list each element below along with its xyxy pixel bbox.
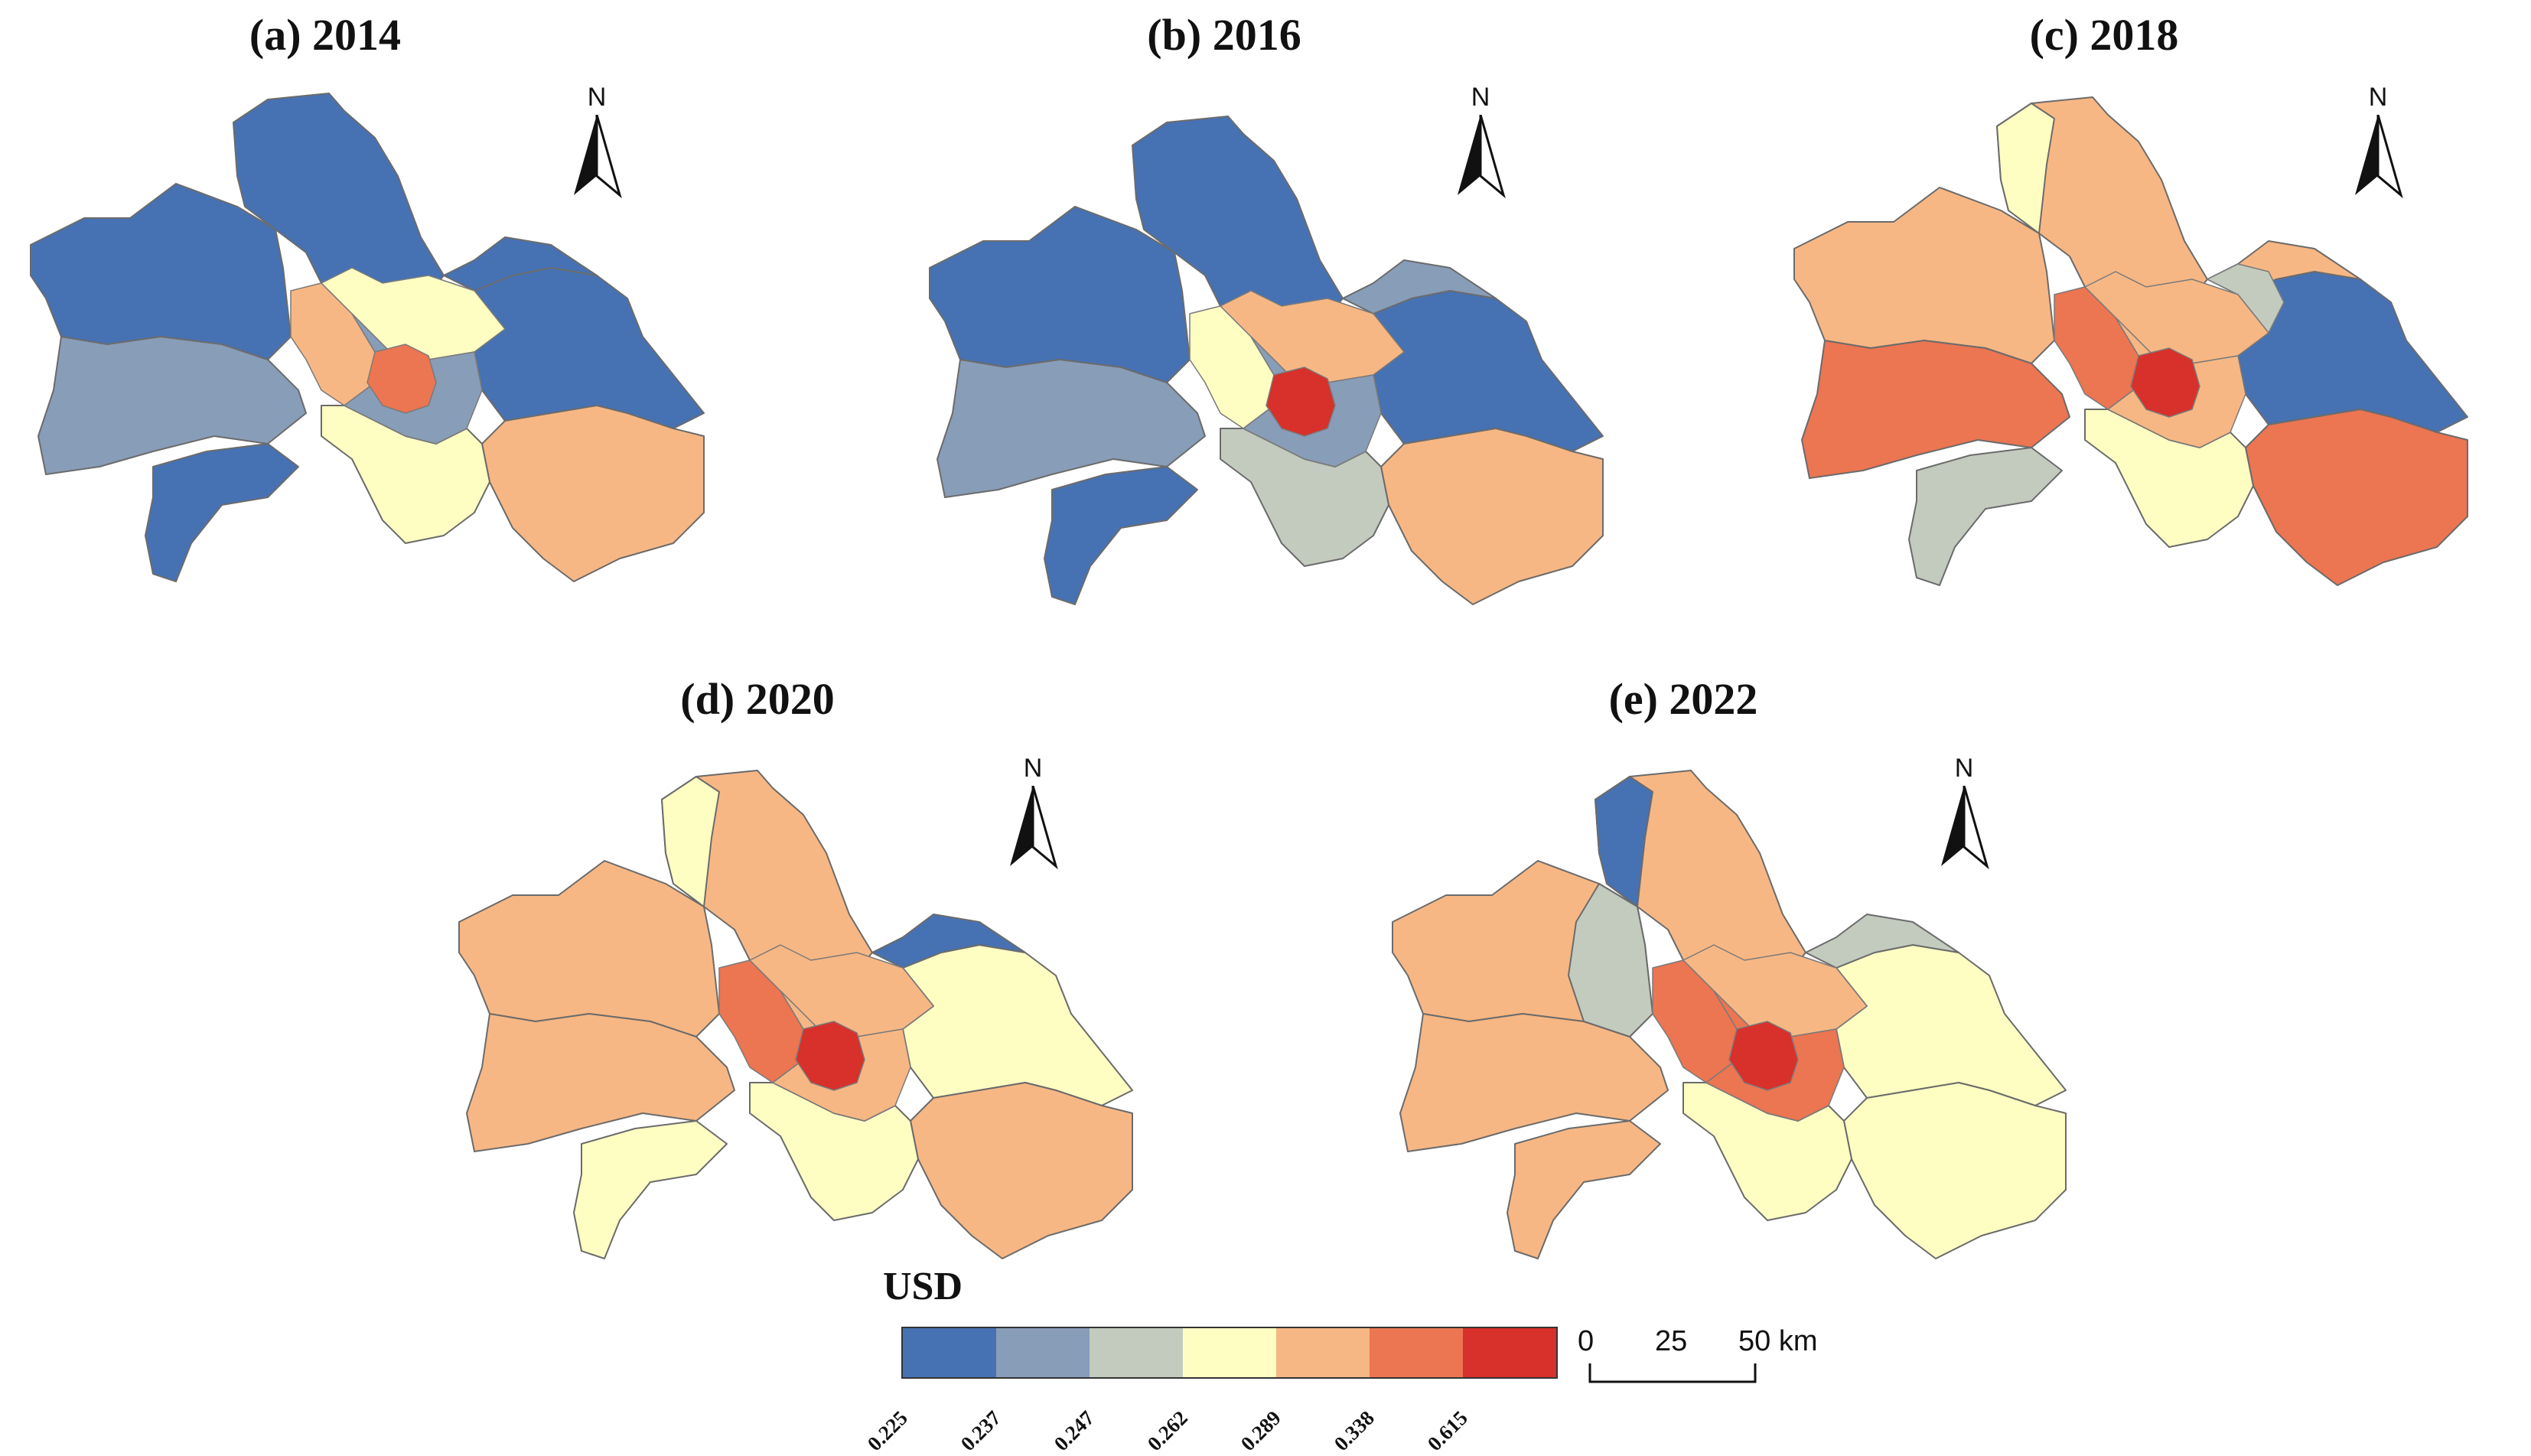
district-northwest [1996,103,2055,234]
north-arrow-label: N [2368,83,2388,112]
legend-tick-label: 0.615 [1422,1406,1472,1456]
district-northwest [661,776,720,907]
scale-label-25: 25 [1655,1325,1688,1357]
panel-title-b: (b) 2016 [1147,10,1301,60]
district-core [2130,347,2200,418]
district-core [366,344,437,414]
legend-title: USD [883,1265,963,1308]
district-west [1793,187,2055,364]
map-panel-d [458,770,1133,1259]
district-east [474,267,705,429]
district-northeast [1342,259,1497,314]
panel-title-c: (c) 2018 [2029,10,2179,60]
district-west-center [1568,883,1653,1037]
district-west [458,860,720,1037]
north-arrow-icon [1941,786,1989,870]
north-arrow-a: N [566,83,627,199]
district-core [795,1021,865,1091]
district-south-tip [1507,1120,1661,1259]
north-arrow-e: N [1933,754,1995,870]
panel-title-e: (e) 2022 [1608,674,1758,724]
district-west [929,206,1191,383]
legend-tick-label: 0.262 [1142,1406,1192,1456]
north-arrow-icon [1458,115,1506,199]
legend-tick-label: 0.289 [1236,1406,1285,1456]
legend-swatch [1370,1328,1463,1377]
district-south-tip [1908,447,2063,586]
scale-label-0: 0 [1578,1325,1594,1357]
legend-swatch [996,1328,1090,1377]
map-panel-c [1793,96,2468,586]
district-northeast [1805,914,1959,969]
north-arrow-c: N [2347,83,2409,199]
legend-tick-label: 0.247 [1049,1406,1099,1456]
district-west [30,183,292,360]
legend-tick-label: 0.225 [862,1406,912,1456]
legend-swatch [903,1328,996,1377]
district-northeast [443,236,598,292]
district-south-tip [1044,466,1198,605]
district-south-tip [145,443,299,582]
north-arrow-icon [2355,115,2403,199]
north-arrow-label: N [1471,83,1490,112]
north-arrow-label: N [1954,754,1974,783]
district-southeast [481,405,705,582]
district-south-tip [573,1120,728,1259]
north-arrow-label: N [1023,754,1043,783]
district-east [1373,290,1604,452]
panel-title-d: (d) 2020 [680,674,835,724]
legend-swatch [1183,1328,1276,1377]
scale-bar [1588,1363,1757,1383]
legend-tick-label: 0.338 [1329,1406,1379,1456]
legend-swatch [1276,1328,1370,1377]
north-arrow-icon [574,115,622,199]
legend-tick-label: 0.237 [956,1406,1005,1456]
panel-title-a: (a) 2014 [249,10,402,60]
district-southeast [910,1082,1133,1259]
north-arrow-icon [1010,786,1058,870]
district-southeast [1843,1082,2067,1259]
district-northeast [871,914,1026,969]
map-panel-b [929,116,1604,605]
map-panel-a [30,93,705,582]
district-core [1728,1021,1799,1091]
map-panel-e [1392,770,2067,1259]
legend-color-bar [901,1327,1558,1379]
district-east [902,944,1133,1106]
legend-swatch [1090,1328,1183,1377]
district-east [1836,944,2067,1106]
district-southeast [1380,428,1604,605]
district-northwest [1594,776,1653,907]
north-arrow-b: N [1450,83,1511,199]
district-southeast [2245,409,2468,586]
district-core [1266,366,1336,437]
scale-label-50: 50 km [1738,1325,1818,1357]
north-arrow-d: N [1002,754,1064,870]
north-arrow-label: N [587,83,607,112]
legend-swatch [1463,1328,1556,1377]
